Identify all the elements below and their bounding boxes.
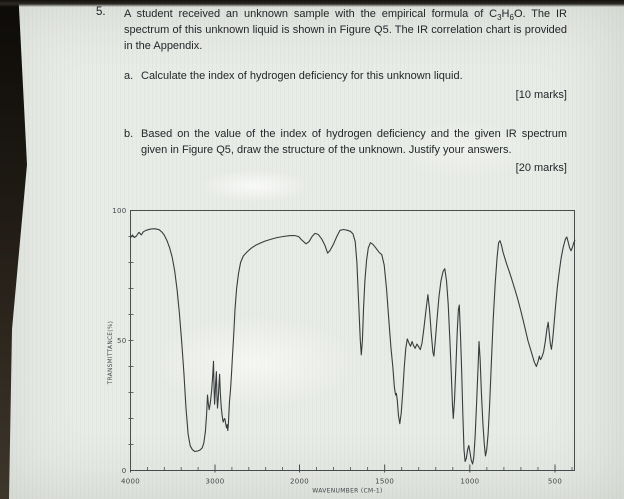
part-a-label: a. xyxy=(124,70,134,82)
y-tick-label: 50 xyxy=(117,337,127,345)
part-a-marks: [10 marks] xyxy=(515,88,567,101)
y-tick-label: 0 xyxy=(122,467,127,475)
part-b-label: b. xyxy=(124,128,134,140)
formula-symbol: H xyxy=(501,8,510,20)
part-b-marks: [20 marks] xyxy=(515,162,567,174)
intro-suffix: . The IR spectrum of this unknown liquid… xyxy=(124,8,567,52)
empirical-formula: C3H6O xyxy=(489,8,523,23)
question-number: 5. xyxy=(96,6,106,18)
x-axis-title: WAVENUMBER (CM-1) xyxy=(312,488,382,495)
x-tick-label: 500 xyxy=(548,478,562,486)
part-b-text: Based on the value of the index of hydro… xyxy=(141,128,567,156)
formula-symbol: O xyxy=(513,8,523,20)
y-tick-label: 100 xyxy=(112,207,126,215)
x-tick-label: 3000 xyxy=(205,478,224,486)
question-part-b: b. Based on the value of the index of hy… xyxy=(124,127,567,177)
formula-subscript: 6 xyxy=(509,13,514,23)
x-tick-label: 4000 xyxy=(121,478,140,486)
intro-prefix: A student received an unknown sample wit… xyxy=(124,8,490,20)
question-intro: A student received an unknown sample wit… xyxy=(124,6,567,54)
part-a-text: Calculate the index of hydrogen deficien… xyxy=(141,70,463,82)
formula-symbol: C xyxy=(489,8,498,20)
x-tick-label: 2000 xyxy=(290,478,309,486)
question-part-a: a. Calculate the index of hydrogen defic… xyxy=(124,69,567,103)
formula-subscript: 3 xyxy=(497,13,502,23)
y-axis-title: TRANSMITTANCE(%) xyxy=(108,321,114,385)
x-tick-label: 1000 xyxy=(460,478,479,486)
x-tick-label: 1500 xyxy=(375,478,394,486)
